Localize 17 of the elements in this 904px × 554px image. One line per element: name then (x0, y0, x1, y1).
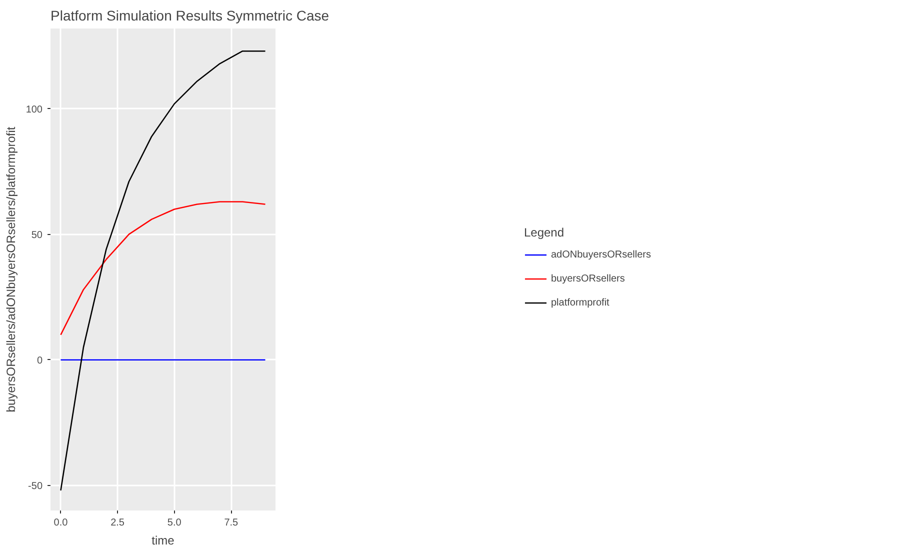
legend-label: buyersORsellers (550, 272, 625, 286)
y-tick-label: -50 (28, 480, 43, 492)
x-tick-label: 0.0 (54, 518, 68, 528)
y-tick-label: 50 (31, 230, 43, 241)
legend-label: adONbuyersORsellers (550, 248, 652, 262)
x-tick-label: 2.5 (110, 518, 125, 528)
x-tick-label: 7.5 (224, 518, 239, 528)
y-tick-label: 0 (36, 355, 43, 366)
y-axis-title: buyersORsellers/adONbuyersORsellers/platformprofit (4, 126, 18, 412)
line-series (60, 201, 266, 336)
y-tick-label: 100 (26, 104, 43, 116)
chart-title: Platform Simulation Results Symmetric Case (50, 8, 330, 24)
legend-label: platformprofit (550, 296, 610, 310)
legend-title: Legend (524, 226, 566, 240)
x-axis-title: time (152, 534, 175, 548)
x-tick-label: 5.0 (167, 518, 182, 528)
line-series (60, 50, 266, 492)
